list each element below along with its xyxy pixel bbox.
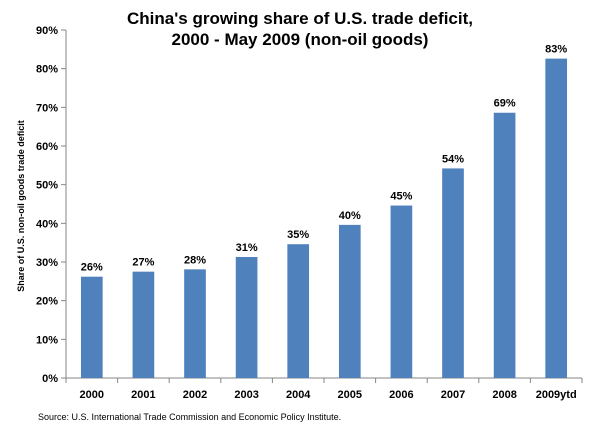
y-tick-label: 80% <box>36 64 58 76</box>
data-label: 69% <box>494 98 516 110</box>
chart-title: China's growing share of U.S. trade defi… <box>0 8 600 50</box>
bar <box>442 168 464 378</box>
data-label: 35% <box>287 229 309 241</box>
y-tick-label: 90% <box>36 25 58 37</box>
y-tick-label: 60% <box>36 141 58 153</box>
bar <box>493 112 516 378</box>
data-label: 40% <box>339 210 361 222</box>
bar <box>338 224 361 378</box>
bar <box>184 269 206 378</box>
bar <box>390 205 413 378</box>
data-label: 26% <box>81 262 103 274</box>
bar <box>132 271 155 378</box>
x-tick-label: 2005 <box>338 389 362 401</box>
y-tick-label: 0% <box>42 373 58 385</box>
x-tick-label: 2006 <box>389 389 413 401</box>
x-tick-label: 2001 <box>131 389 155 401</box>
y-tick-label: 10% <box>36 334 58 346</box>
data-label: 45% <box>390 191 412 203</box>
data-label: 28% <box>184 254 206 266</box>
bar <box>235 256 258 378</box>
x-tick-label: 2003 <box>234 389 258 401</box>
bar <box>80 276 103 378</box>
y-tick-label: 30% <box>36 257 58 269</box>
chart-title-line-2: 2000 - May 2009 (non-oil goods) <box>171 30 429 49</box>
data-label: 83% <box>545 44 567 56</box>
x-tick-label: 2008 <box>492 389 516 401</box>
bar <box>545 58 568 378</box>
x-tick-label: 2000 <box>80 389 104 401</box>
y-axis-title: Share of U.S. non-oil goods trade defici… <box>16 120 26 292</box>
y-tick-label: 40% <box>36 218 58 230</box>
x-tick-label: 2009ytd <box>536 389 577 401</box>
y-tick-label: 70% <box>36 102 58 114</box>
bar <box>287 244 310 378</box>
y-tick-label: 20% <box>36 296 58 308</box>
source-note: Source: U.S. International Trade Commiss… <box>38 412 342 422</box>
data-label: 54% <box>442 153 464 165</box>
chart-title-line-1: China's growing share of U.S. trade defi… <box>127 9 473 28</box>
x-tick-label: 2002 <box>183 389 207 401</box>
data-label: 31% <box>236 242 258 254</box>
y-tick-label: 50% <box>36 180 58 192</box>
x-tick-label: 2004 <box>286 389 311 401</box>
x-tick-label: 2007 <box>441 389 465 401</box>
data-label: 27% <box>132 257 154 269</box>
